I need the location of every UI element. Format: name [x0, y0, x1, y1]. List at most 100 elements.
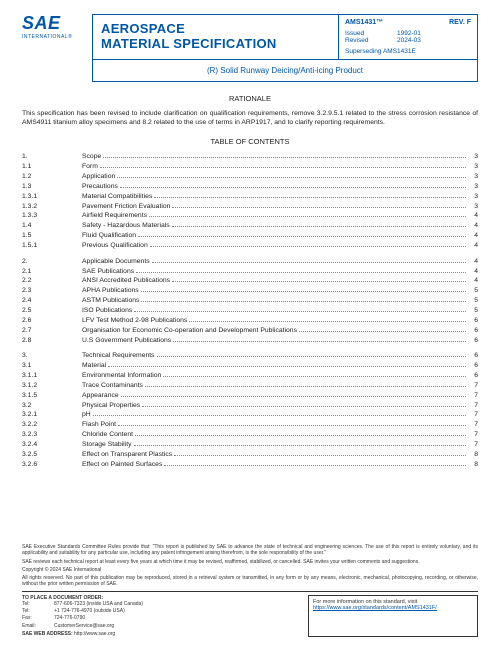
toc-title: Appearance	[82, 391, 119, 401]
toc-num: 3.2.2	[22, 420, 82, 430]
toc-row: 3.2.2Flash Point 7	[22, 420, 478, 430]
toc-title: APHA Publications	[82, 286, 139, 296]
footer: SAE Executive Standards Committee Rules …	[22, 544, 478, 637]
toc-body: 1.Scope31.1Form31.2Application31.3Precau…	[22, 152, 478, 469]
toc-title: pH	[82, 410, 91, 420]
web-url: http://www.sae.org	[74, 631, 115, 637]
toc-title: Form	[82, 162, 98, 172]
toc-num: 2.6	[22, 316, 82, 326]
toc-dots	[108, 366, 466, 367]
toc-title: Technical Requirements	[82, 351, 155, 361]
tel1: 877-606-7323 (inside USA and Canada)	[54, 601, 300, 607]
rationale-heading: RATIONALE	[22, 94, 478, 103]
toc-title: Organisation for Economic Co-operation a…	[82, 326, 297, 336]
toc-num: 2.2	[22, 276, 82, 286]
toc-dots	[152, 262, 466, 263]
toc-dots	[149, 216, 466, 217]
toc-dots	[172, 207, 466, 208]
toc-row: 2.5ISO Publications5	[22, 306, 478, 316]
toc-page: 3	[468, 192, 478, 202]
toc-row: 3.2.3Chloride Content7	[22, 430, 478, 440]
meta-cell: AMS1431™ REV. F Issued 1992-01 Revised 2…	[339, 15, 477, 59]
toc-page: 6	[468, 361, 478, 371]
toc-row: 3.2.6Effect on Painted Surfaces8	[22, 460, 478, 470]
toc-title: Flash Point	[82, 420, 116, 430]
toc-num: 3.2.6	[22, 460, 82, 470]
email-label: Email:	[22, 623, 50, 629]
spec-id: AMS1431™	[345, 19, 383, 26]
toc-dots	[141, 291, 466, 292]
box-link[interactable]: https://www.sae.org/standards/content/AM…	[313, 605, 437, 611]
toc-page: 3	[468, 172, 478, 182]
toc-page: 5	[468, 286, 478, 296]
toc-page: 3	[468, 152, 478, 162]
footer-p3: Copyright © 2024 SAE International	[22, 567, 478, 573]
toc-row: 2.6LFV Test Method 2-98 Publications 6	[22, 316, 478, 326]
toc-row: 3.2.1pH7	[22, 410, 478, 420]
contact-grid: Tel:877-606-7323 (inside USA and Canada)…	[22, 601, 300, 629]
toc-dots	[173, 341, 466, 342]
toc-num: 3.2.5	[22, 450, 82, 460]
toc-page: 4	[468, 211, 478, 221]
toc-title: Precautions	[82, 182, 118, 192]
toc-page: 6	[468, 336, 478, 346]
toc-page: 6	[468, 316, 478, 326]
toc-title: Airfield Requirements	[82, 211, 147, 221]
toc-num: 3.1	[22, 361, 82, 371]
toc-title: Environmental Information	[82, 371, 161, 381]
toc-dots	[135, 435, 466, 436]
header-row-1: AEROSPACE MATERIAL SPECIFICATION AMS1431…	[93, 15, 477, 60]
toc-row: 3.1.5Appearance7	[22, 391, 478, 401]
toc-title: Material	[82, 361, 106, 371]
document-page: SAE INTERNATIONAL® AEROSPACE MATERIAL SP…	[0, 0, 500, 647]
toc-num: 3.	[22, 351, 82, 361]
toc-num: 1.5	[22, 231, 82, 241]
toc-num: 1.3.2	[22, 202, 82, 212]
toc-page: 6	[468, 371, 478, 381]
toc-page: 4	[468, 221, 478, 231]
order-label: TO PLACE A DOCUMENT ORDER:	[22, 595, 103, 601]
toc-title: LFV Test Method 2-98 Publications	[82, 316, 187, 326]
title-cell: AEROSPACE MATERIAL SPECIFICATION	[93, 15, 339, 59]
revised-date: 2024-03	[397, 37, 421, 44]
toc-page: 7	[468, 401, 478, 411]
toc-dots	[172, 281, 466, 282]
toc-title: Effect on Transparent Plastics	[82, 450, 172, 460]
toc-page: 5	[468, 296, 478, 306]
logo-text: SAE	[22, 14, 82, 32]
toc-page: 7	[468, 391, 478, 401]
toc-dots	[136, 272, 466, 273]
toc-row: 1.Scope3	[22, 152, 478, 162]
toc-title: Chloride Content	[82, 430, 133, 440]
toc-page: 4	[468, 231, 478, 241]
toc-dots	[150, 246, 466, 247]
revised-label: Revised	[345, 37, 385, 44]
toc-dots	[172, 226, 466, 227]
toc-row: 3.Technical Requirements6	[22, 351, 478, 361]
toc-row: 2.Applicable Documents4	[22, 257, 478, 267]
fax-label: Fax:	[22, 615, 50, 621]
toc-dots	[134, 311, 466, 312]
toc-page: 8	[468, 450, 478, 460]
revised-line: Revised 2024-03	[345, 37, 471, 44]
toc-num: 1.3.1	[22, 192, 82, 202]
toc-page: 5	[468, 306, 478, 316]
toc-page: 7	[468, 420, 478, 430]
email: CustomerService@sae.org	[54, 623, 300, 629]
toc-num: 1.	[22, 152, 82, 162]
toc-title: Application	[82, 172, 115, 182]
toc-dots	[121, 396, 466, 397]
toc-num: 2.5	[22, 306, 82, 316]
toc-num: 3.2.1	[22, 410, 82, 420]
toc-page: 4	[468, 257, 478, 267]
toc-row: 2.7Organisation for Economic Co-operatio…	[22, 326, 478, 336]
spec-header-box: AEROSPACE MATERIAL SPECIFICATION AMS1431…	[92, 14, 478, 82]
header-area: SAE INTERNATIONAL® AEROSPACE MATERIAL SP…	[22, 14, 478, 82]
toc-page: 8	[468, 460, 478, 470]
toc-row: 1.5.1Previous Qualification4	[22, 241, 478, 251]
toc-row: 3.1Material 6	[22, 361, 478, 371]
toc-num: 3.1.1	[22, 371, 82, 381]
issued-label: Issued	[345, 30, 385, 37]
footer-p4: All rights reserved. No part of this pub…	[22, 575, 478, 588]
toc-num: 1.3.3	[22, 211, 82, 221]
